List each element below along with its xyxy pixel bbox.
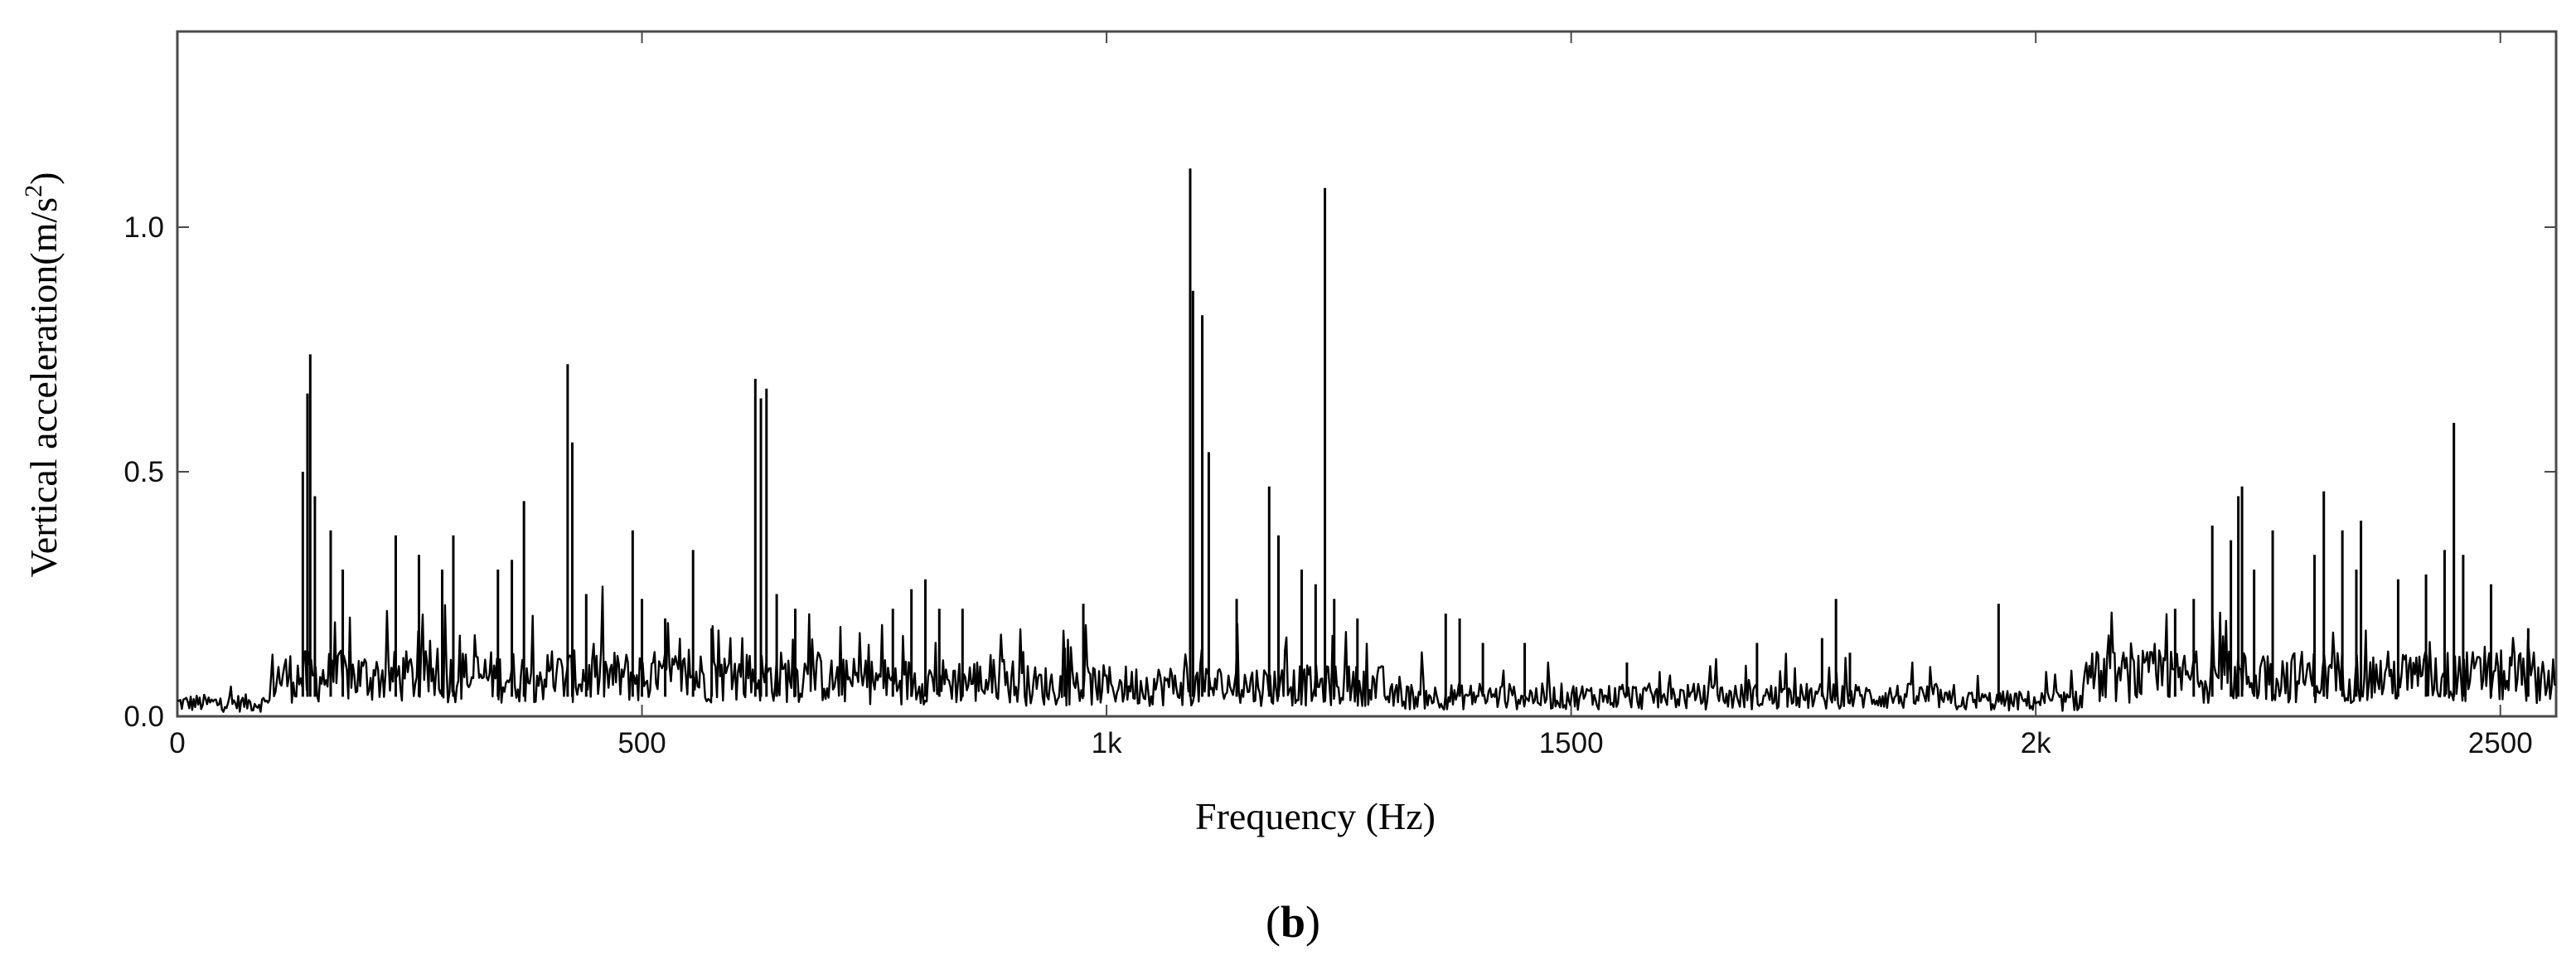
y-tick-label: 1.0 (123, 211, 164, 244)
x-tick-label: 1k (1092, 727, 1122, 759)
y-tick-label: 0.5 (123, 456, 164, 488)
y-axis-title-main: Vertical acceleration(m/s (22, 197, 65, 577)
y-axis-title: Vertical acceleration(m/s2) (20, 172, 65, 578)
panel-label: (b) (1266, 897, 1320, 947)
x-tick-label: 2500 (2468, 727, 2533, 759)
series-group (177, 168, 2557, 713)
x-tick-label: 2k (2021, 727, 2051, 759)
x-tick-label: 500 (617, 727, 666, 759)
panel-label-open: ( (1266, 897, 1281, 947)
x-axis: 0 500 1k 1500 2k 2500 (169, 32, 2533, 759)
y-axis: 0.0 0.5 1.0 (123, 211, 2556, 733)
panel-label-letter: b (1281, 897, 1305, 947)
panel-label-close: ) (1305, 897, 1320, 947)
signal-trace (177, 585, 2557, 713)
x-axis-title: Frequency (Hz) (1195, 795, 1436, 837)
y-tick-label: 0.0 (123, 701, 164, 733)
y-axis-title-superscript: 2 (20, 185, 47, 197)
x-tick-label: 0 (169, 727, 185, 759)
plot-frame (176, 30, 2558, 718)
x-tick-label: 1500 (1539, 727, 1604, 759)
y-axis-title-close: ) (22, 172, 65, 185)
